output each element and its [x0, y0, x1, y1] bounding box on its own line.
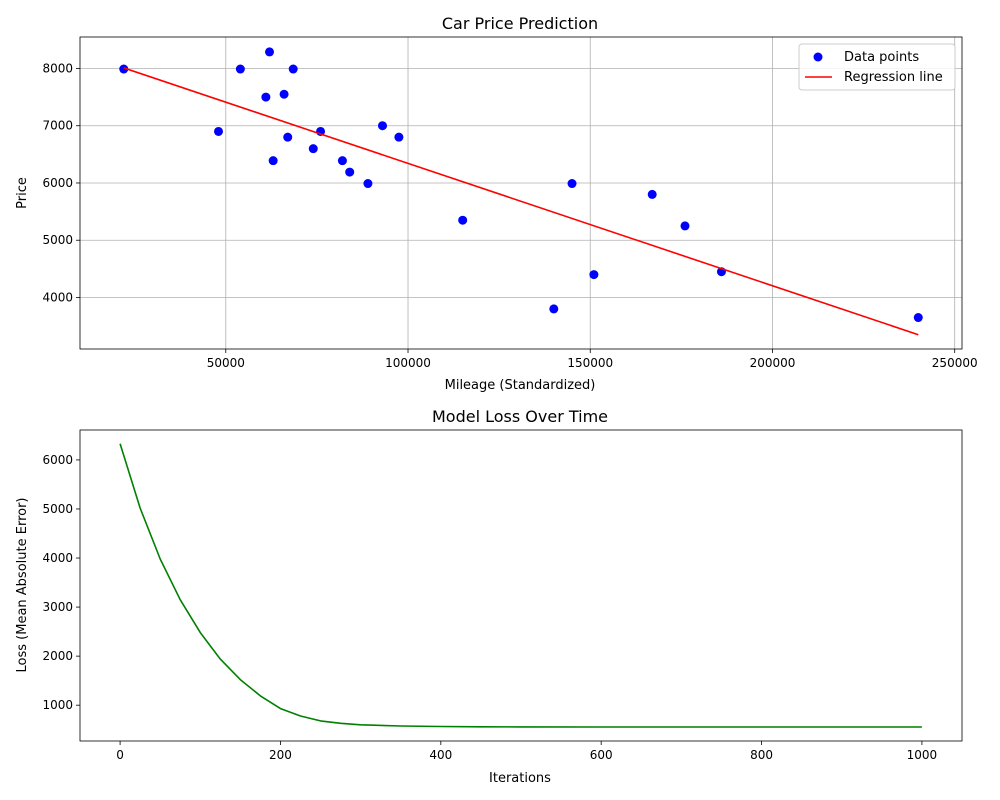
legend: Data points Regression line — [798, 43, 956, 91]
data-point — [913, 313, 923, 323]
data-point — [308, 144, 318, 154]
data-point — [378, 121, 388, 131]
data-point — [337, 156, 347, 166]
loss-chart: Model Loss Over Time 0 200 400 600 800 1000 10… — [15, 407, 963, 786]
x-tick-label: 400 — [429, 748, 452, 762]
data-point — [363, 179, 373, 189]
plot-frame — [79, 429, 963, 742]
y-tick-label: 1000 — [42, 698, 73, 712]
legend-label-data-points: Data points — [844, 50, 919, 65]
data-point — [458, 215, 468, 225]
x-tick-label: 200 — [269, 748, 292, 762]
y-tick-label: 6000 — [42, 176, 73, 190]
data-point — [213, 126, 223, 136]
x-tick-label: 250000 — [932, 356, 978, 370]
marks — [119, 47, 923, 336]
x-tick-label: 200000 — [750, 356, 796, 370]
y-tick-label: 4000 — [42, 551, 73, 565]
y-axis-label: Loss (Mean Absolute Error) — [15, 498, 30, 673]
ticks: 50000 100000 150000 200000 250000 4000 5000 600… — [42, 61, 977, 370]
legend-marker-data-points — [813, 52, 823, 62]
plot-frame — [79, 36, 963, 350]
y-tick-label: 2000 — [42, 649, 73, 663]
data-point — [265, 47, 275, 57]
data-point — [549, 304, 559, 314]
data-point — [261, 92, 271, 102]
y-tick-label: 7000 — [42, 119, 73, 133]
data-point — [647, 189, 657, 199]
loss-curve — [119, 443, 922, 728]
data-point — [567, 179, 577, 189]
x-axis-label: Mileage (Standardized) — [445, 378, 596, 393]
y-axis-label: Price — [15, 177, 30, 209]
y-tick-label: 3000 — [42, 600, 73, 614]
x-tick-label: 0 — [116, 748, 124, 762]
chart-title: Model Loss Over Time — [432, 407, 608, 426]
data-point — [268, 156, 278, 166]
regression-line — [123, 67, 919, 336]
y-tick-label: 5000 — [42, 233, 73, 247]
data-point — [680, 221, 690, 231]
scatter-chart: Car Price Prediction 50000 100000 150000 20… — [15, 14, 978, 393]
data-point — [394, 132, 404, 142]
legend-label-regression-line: Regression line — [844, 70, 943, 85]
data-point — [283, 132, 293, 142]
x-tick-label: 150000 — [567, 356, 613, 370]
y-tick-label: 6000 — [42, 453, 73, 467]
x-tick-label: 800 — [750, 748, 773, 762]
chart-title: Car Price Prediction — [442, 14, 598, 33]
data-point — [288, 64, 298, 74]
marks — [119, 443, 922, 728]
ticks: 0 200 400 600 800 1000 1000 2000 3000 4000 5000 600… — [42, 453, 937, 762]
data-point — [119, 64, 129, 74]
x-tick-label: 50000 — [207, 356, 245, 370]
y-tick-label: 5000 — [42, 502, 73, 516]
data-point — [235, 64, 245, 74]
data-point — [345, 167, 355, 177]
grid — [80, 37, 962, 349]
x-tick-label: 600 — [590, 748, 613, 762]
y-tick-label: 4000 — [42, 290, 73, 304]
data-point — [589, 270, 599, 280]
y-tick-label: 8000 — [42, 61, 73, 75]
x-tick-label: 1000 — [907, 748, 938, 762]
x-tick-label: 100000 — [385, 356, 431, 370]
data-point — [279, 89, 289, 99]
legend-box — [798, 43, 956, 91]
x-axis-label: Iterations — [489, 771, 551, 786]
